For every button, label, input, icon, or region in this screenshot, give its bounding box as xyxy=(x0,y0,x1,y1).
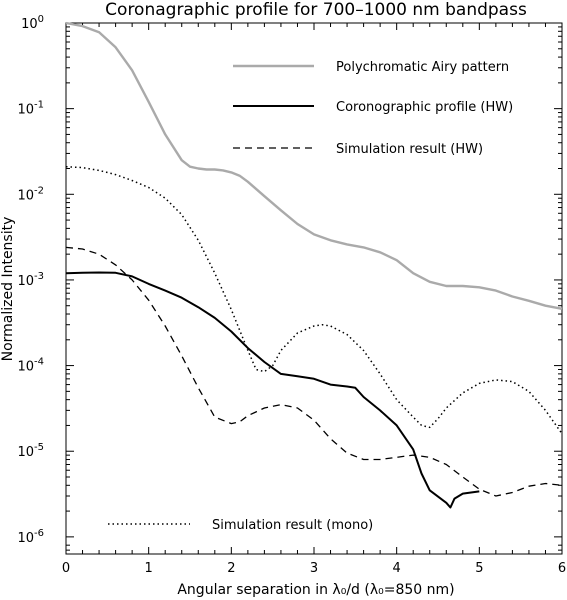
y-tick-label: 10-6 xyxy=(17,528,44,546)
y-axis-label: Normalized Intensity xyxy=(0,217,16,362)
y-tick-base: 10 xyxy=(17,188,34,203)
x-tick-label: 3 xyxy=(310,561,318,576)
x-axis-label: Angular separation in λ₀/d (λ₀=850 nm) xyxy=(177,582,454,598)
y-tick-base: 10 xyxy=(17,103,34,118)
series-layer xyxy=(65,21,563,509)
y-tick-exponent: 0 xyxy=(38,14,44,25)
y-tick-label: 10-4 xyxy=(17,357,44,375)
y-tick-base: 10 xyxy=(17,531,34,546)
legend-label-coronographic-profile: Coronographic profile (HW) xyxy=(336,100,513,115)
chart-title: Coronagraphic profile for 700–1000 nm ba… xyxy=(105,0,527,20)
series-line-simulation-hw xyxy=(65,246,563,497)
y-tick-base: 10 xyxy=(17,445,34,460)
legend: Polychromatic Airy pattern Coronographic … xyxy=(108,60,513,533)
x-tick-label: 1 xyxy=(145,561,153,576)
x-tick-label: 0 xyxy=(62,561,70,576)
y-tick-exponent: -1 xyxy=(34,100,44,111)
y-tick-label: 10-2 xyxy=(17,185,44,203)
y-tick-exponent: -5 xyxy=(34,442,44,453)
x-tick-label: 2 xyxy=(227,561,235,576)
series-line-airy-pattern xyxy=(65,21,563,310)
y-tick-base: 10 xyxy=(17,360,34,375)
y-tick-label: 10-5 xyxy=(17,442,44,460)
legend-label-simulation-mono: Simulation result (mono) xyxy=(212,518,373,533)
y-tick-label: 100 xyxy=(21,14,44,32)
legend-label-airy-pattern: Polychromatic Airy pattern xyxy=(336,60,509,75)
y-tick-base: 10 xyxy=(21,17,38,32)
x-tick-label: 4 xyxy=(393,561,401,576)
series-line-coronographic-profile xyxy=(65,271,480,509)
series-line-simulation-mono xyxy=(65,165,563,435)
y-tick-exponent: -6 xyxy=(34,528,44,539)
y-tick-exponent: -2 xyxy=(34,185,44,196)
x-tick-label: 5 xyxy=(475,561,483,576)
y-tick-label: 10-3 xyxy=(17,271,44,289)
y-tick-base: 10 xyxy=(17,274,34,289)
x-tick-label: 6 xyxy=(558,561,566,576)
y-tick-label: 10-1 xyxy=(17,100,44,118)
legend-label-simulation-hw: Simulation result (HW) xyxy=(336,142,483,157)
y-tick-exponent: -4 xyxy=(34,357,44,368)
y-tick-exponent: -3 xyxy=(34,271,44,282)
